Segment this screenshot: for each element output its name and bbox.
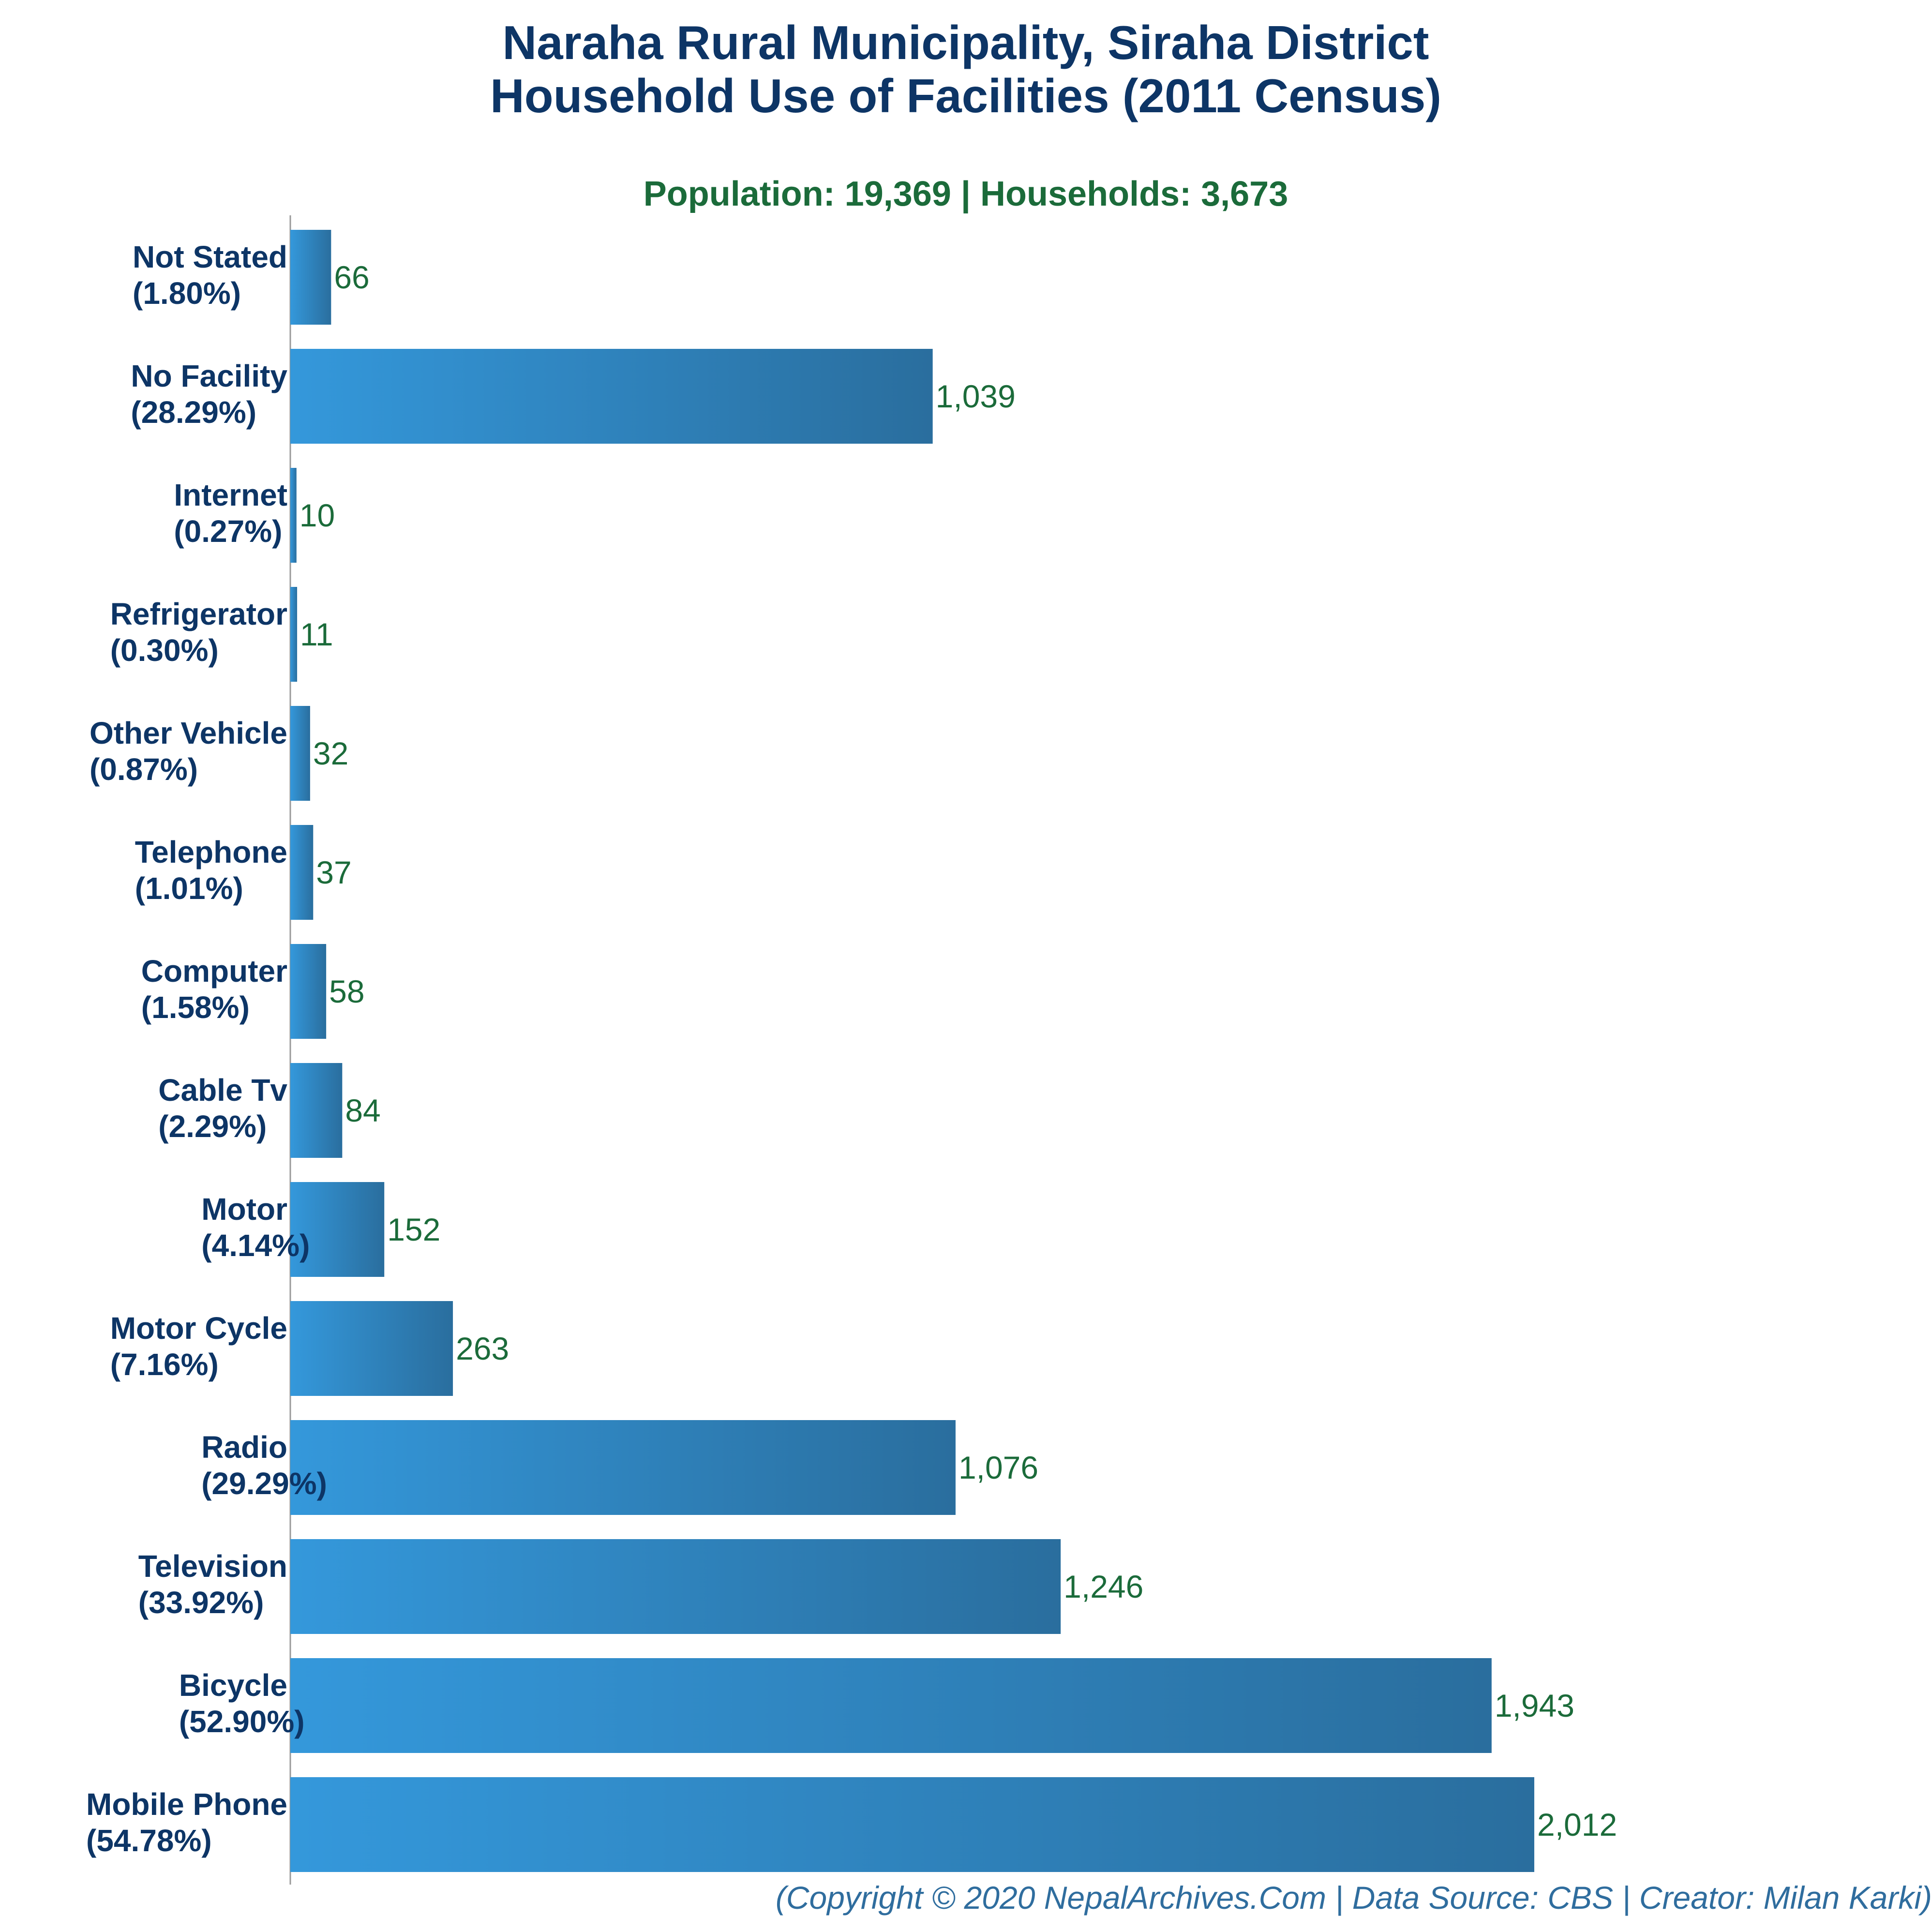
category-percent-label: (2.29%) xyxy=(158,1109,267,1144)
category-percent-label: (0.87%) xyxy=(90,752,198,787)
category-label: Computer xyxy=(141,954,287,988)
value-label: 263 xyxy=(456,1331,509,1366)
category-percent-label: (1.80%) xyxy=(133,276,241,311)
bar-radio xyxy=(290,1420,956,1515)
category-label: Cable Tv xyxy=(158,1073,287,1108)
bar-not-stated xyxy=(290,230,331,325)
category-label: Motor Cycle xyxy=(110,1311,287,1346)
chart-subtitle: Population: 19,369 | Households: 3,673 xyxy=(644,175,1288,213)
value-label: 84 xyxy=(345,1093,380,1128)
category-label: Motor xyxy=(201,1192,287,1227)
category-percent-label: (0.30%) xyxy=(110,633,219,668)
value-label: 66 xyxy=(334,259,369,295)
value-label: 152 xyxy=(387,1212,440,1247)
value-label: 1,943 xyxy=(1495,1688,1574,1723)
bar-internet xyxy=(290,468,297,563)
category-label: Other Vehicle xyxy=(90,716,287,750)
category-label: Internet xyxy=(174,478,287,512)
bar-cable-tv xyxy=(290,1063,343,1158)
category-label: Refrigerator xyxy=(110,597,287,631)
chart-footer: (Copyright © 2020 NepalArchives.Com | Da… xyxy=(776,1880,1932,1917)
bar-other-vehicle xyxy=(290,706,310,801)
bars-group: 66 Not Stated(1.80%) 1,039 No Facility(28.2… xyxy=(86,230,1617,1872)
bar-motor xyxy=(290,1182,385,1277)
chart-title-line-2: Household Use of Facilities (2011 Census… xyxy=(490,69,1441,122)
category-label: Telephone xyxy=(135,835,287,869)
value-label: 32 xyxy=(313,735,348,771)
value-label: 58 xyxy=(329,973,364,1009)
chart-title-line-1: Naraha Rural Municipality, Siraha Distri… xyxy=(502,16,1429,69)
bar-bicycle xyxy=(290,1658,1492,1753)
bar-mobile-phone xyxy=(290,1777,1534,1872)
value-label: 1,246 xyxy=(1063,1569,1143,1604)
bar-refrigerator xyxy=(290,587,298,682)
category-label: Radio xyxy=(201,1430,287,1465)
bar-no-facility xyxy=(290,349,933,444)
category-label: Bicycle xyxy=(179,1668,287,1703)
value-label: 1,076 xyxy=(959,1450,1038,1485)
category-label: No Facility xyxy=(131,359,287,393)
category-percent-label: (52.90%) xyxy=(179,1704,305,1739)
value-label: 11 xyxy=(300,616,333,652)
value-label: 2,012 xyxy=(1537,1807,1617,1842)
category-label: Mobile Phone xyxy=(86,1787,287,1822)
category-percent-label: (7.16%) xyxy=(110,1347,219,1382)
value-label: 1,039 xyxy=(936,378,1016,414)
bar-computer xyxy=(290,944,327,1039)
category-percent-label: (1.01%) xyxy=(135,871,243,906)
category-percent-label: (4.14%) xyxy=(201,1228,310,1263)
category-label: Television xyxy=(138,1549,287,1584)
value-label: 10 xyxy=(300,497,335,533)
category-percent-label: (1.58%) xyxy=(141,990,250,1025)
category-percent-label: (33.92%) xyxy=(138,1585,264,1620)
category-percent-label: (28.29%) xyxy=(131,395,256,430)
category-percent-label: (0.27%) xyxy=(174,514,282,549)
category-percent-label: (54.78%) xyxy=(86,1823,212,1858)
bar-motor-cycle xyxy=(290,1301,453,1396)
category-percent-label: (29.29%) xyxy=(201,1466,327,1501)
category-label: Not Stated xyxy=(133,240,287,274)
bar-television xyxy=(290,1539,1061,1634)
bar-telephone xyxy=(290,825,314,920)
value-label: 37 xyxy=(316,854,351,890)
